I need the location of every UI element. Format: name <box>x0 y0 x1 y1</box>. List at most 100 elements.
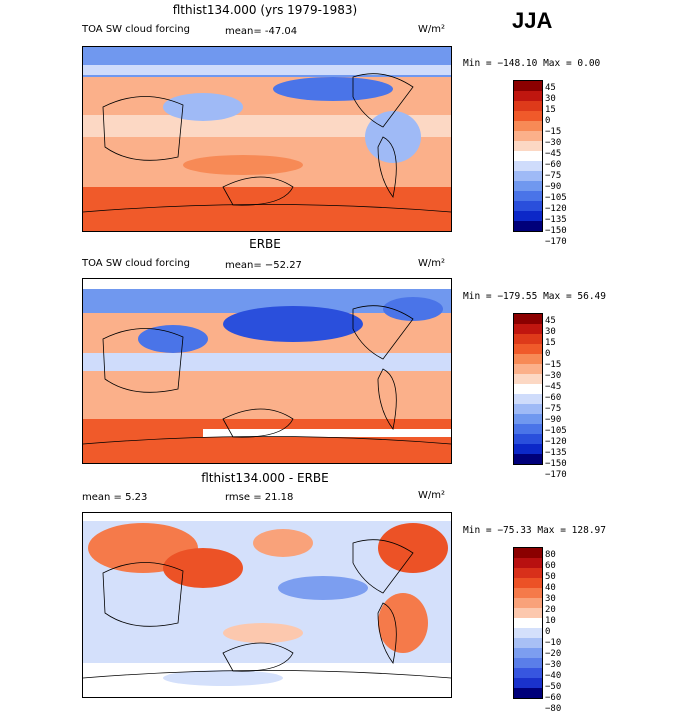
colorbar-swatch <box>514 121 542 131</box>
panel1-title: flthist134.000 (yrs 1979-1983) <box>172 3 358 17</box>
panel2-range: Min = −179.55 Max = 56.49 <box>463 291 606 302</box>
panel3-title: flthist134.000 - ERBE <box>201 471 329 485</box>
panel1-mean: mean= -47.04 <box>225 26 298 37</box>
colorbar-swatch <box>514 101 542 111</box>
colorbar-swatch <box>514 424 542 434</box>
colorbar-level-label: −30 <box>545 660 562 670</box>
colorbar-swatch <box>514 111 542 121</box>
colorbar-level-label: 0 <box>545 627 551 637</box>
colorbar-level-label: −15 <box>545 127 562 137</box>
panel3-map <box>82 512 452 698</box>
colorbar-swatch <box>514 414 542 424</box>
colorbar-level-label: 40 <box>545 583 556 593</box>
panel3-units: W/m² <box>418 490 446 501</box>
season-label: JJA <box>512 8 553 33</box>
panel1-colorbar <box>513 80 543 232</box>
colorbar-swatch <box>514 91 542 101</box>
colorbar-level-label: −90 <box>545 415 562 425</box>
colorbar-swatch <box>514 211 542 221</box>
colorbar-swatch <box>514 354 542 364</box>
panel3-colorbar-labels: 80 60 50 40 30 20 10 0 −10 −20 −30 −40 −50 −60 −80 <box>545 550 561 715</box>
colorbar-level-label: 10 <box>545 616 556 626</box>
panel1-map <box>82 46 452 232</box>
colorbar-swatch <box>514 324 542 334</box>
colorbar-swatch <box>514 648 542 658</box>
colorbar-swatch <box>514 171 542 181</box>
panel2-units: W/m² <box>418 258 446 269</box>
colorbar-swatch <box>514 568 542 578</box>
panel1-colorbar-labels: 45 30 15 0 −15 −30 −45 −60 −75 −90 −105 −120 −135 −15… <box>545 83 567 248</box>
colorbar-level-label: 45 <box>545 83 556 93</box>
colorbar-swatch <box>514 201 542 211</box>
panel2-label: TOA SW cloud forcing <box>82 258 190 269</box>
colorbar-level-label: −135 <box>545 448 567 458</box>
panel2-colorbar-labels: 45 30 15 0 −15 −30 −45 −60 −75 −90 −105 −120 −135 −15… <box>545 316 567 481</box>
colorbar-level-label: −75 <box>545 404 562 414</box>
colorbar-swatch <box>514 598 542 608</box>
colorbar-level-label: −105 <box>545 193 567 203</box>
colorbar-swatch <box>514 658 542 668</box>
panel2-mean: mean= −52.27 <box>225 260 302 271</box>
colorbar-level-label: −150 <box>545 459 567 469</box>
colorbar-level-label: −50 <box>545 682 562 692</box>
colorbar-swatch <box>514 618 542 628</box>
colorbar-swatch <box>514 374 542 384</box>
panel1-units: W/m² <box>418 24 446 35</box>
colorbar-level-label: 0 <box>545 349 551 359</box>
colorbar-level-label: −30 <box>545 371 562 381</box>
colorbar-level-label: −90 <box>545 182 562 192</box>
colorbar-level-label: 60 <box>545 561 556 571</box>
colorbar-swatch <box>514 334 542 344</box>
colorbar-swatch <box>514 588 542 598</box>
colorbar-swatch <box>514 161 542 171</box>
panel2-map <box>82 278 452 464</box>
panel3-range: Min = −75.33 Max = 128.97 <box>463 525 606 536</box>
colorbar-swatch <box>514 668 542 678</box>
colorbar-swatch <box>514 394 542 404</box>
colorbar-level-label: 30 <box>545 94 556 104</box>
colorbar-swatch <box>514 678 542 688</box>
colorbar-swatch <box>514 151 542 161</box>
colorbar-swatch <box>514 608 542 618</box>
colorbar-level-label: 15 <box>545 105 556 115</box>
colorbar-level-label: −135 <box>545 215 567 225</box>
colorbar-level-label: −60 <box>545 393 562 403</box>
colorbar-level-label: −40 <box>545 671 562 681</box>
colorbar-swatch <box>514 344 542 354</box>
colorbar-swatch <box>514 688 542 698</box>
panel3-colorbar <box>513 547 543 699</box>
colorbar-level-label: −15 <box>545 360 562 370</box>
colorbar-level-label: −60 <box>545 160 562 170</box>
colorbar-level-label: −170 <box>545 237 567 247</box>
panel3-rmse: rmse = 21.18 <box>225 492 294 503</box>
colorbar-swatch <box>514 181 542 191</box>
colorbar-swatch <box>514 384 542 394</box>
colorbar-level-label: −120 <box>545 204 567 214</box>
colorbar-swatch <box>514 191 542 201</box>
colorbar-level-label: −45 <box>545 149 562 159</box>
colorbar-swatch <box>514 434 542 444</box>
colorbar-swatch <box>514 558 542 568</box>
colorbar-level-label: −150 <box>545 226 567 236</box>
colorbar-level-label: 15 <box>545 338 556 348</box>
colorbar-level-label: −60 <box>545 693 562 703</box>
colorbar-level-label: −45 <box>545 382 562 392</box>
colorbar-level-label: 0 <box>545 116 551 126</box>
colorbar-level-label: 30 <box>545 327 556 337</box>
colorbar-swatch <box>514 221 542 231</box>
colorbar-swatch <box>514 548 542 558</box>
colorbar-level-label: −30 <box>545 138 562 148</box>
panel1-label: TOA SW cloud forcing <box>82 24 190 35</box>
colorbar-swatch <box>514 578 542 588</box>
colorbar-swatch <box>514 141 542 151</box>
colorbar-level-label: −20 <box>545 649 562 659</box>
colorbar-level-label: 45 <box>545 316 556 326</box>
colorbar-swatch <box>514 444 542 454</box>
colorbar-swatch <box>514 404 542 414</box>
panel2-title: ERBE <box>249 237 281 251</box>
colorbar-level-label: 20 <box>545 605 556 615</box>
colorbar-level-label: 80 <box>545 550 556 560</box>
colorbar-swatch <box>514 638 542 648</box>
panel1-range: Min = −148.10 Max = 0.00 <box>463 58 601 69</box>
colorbar-level-label: −10 <box>545 638 562 648</box>
